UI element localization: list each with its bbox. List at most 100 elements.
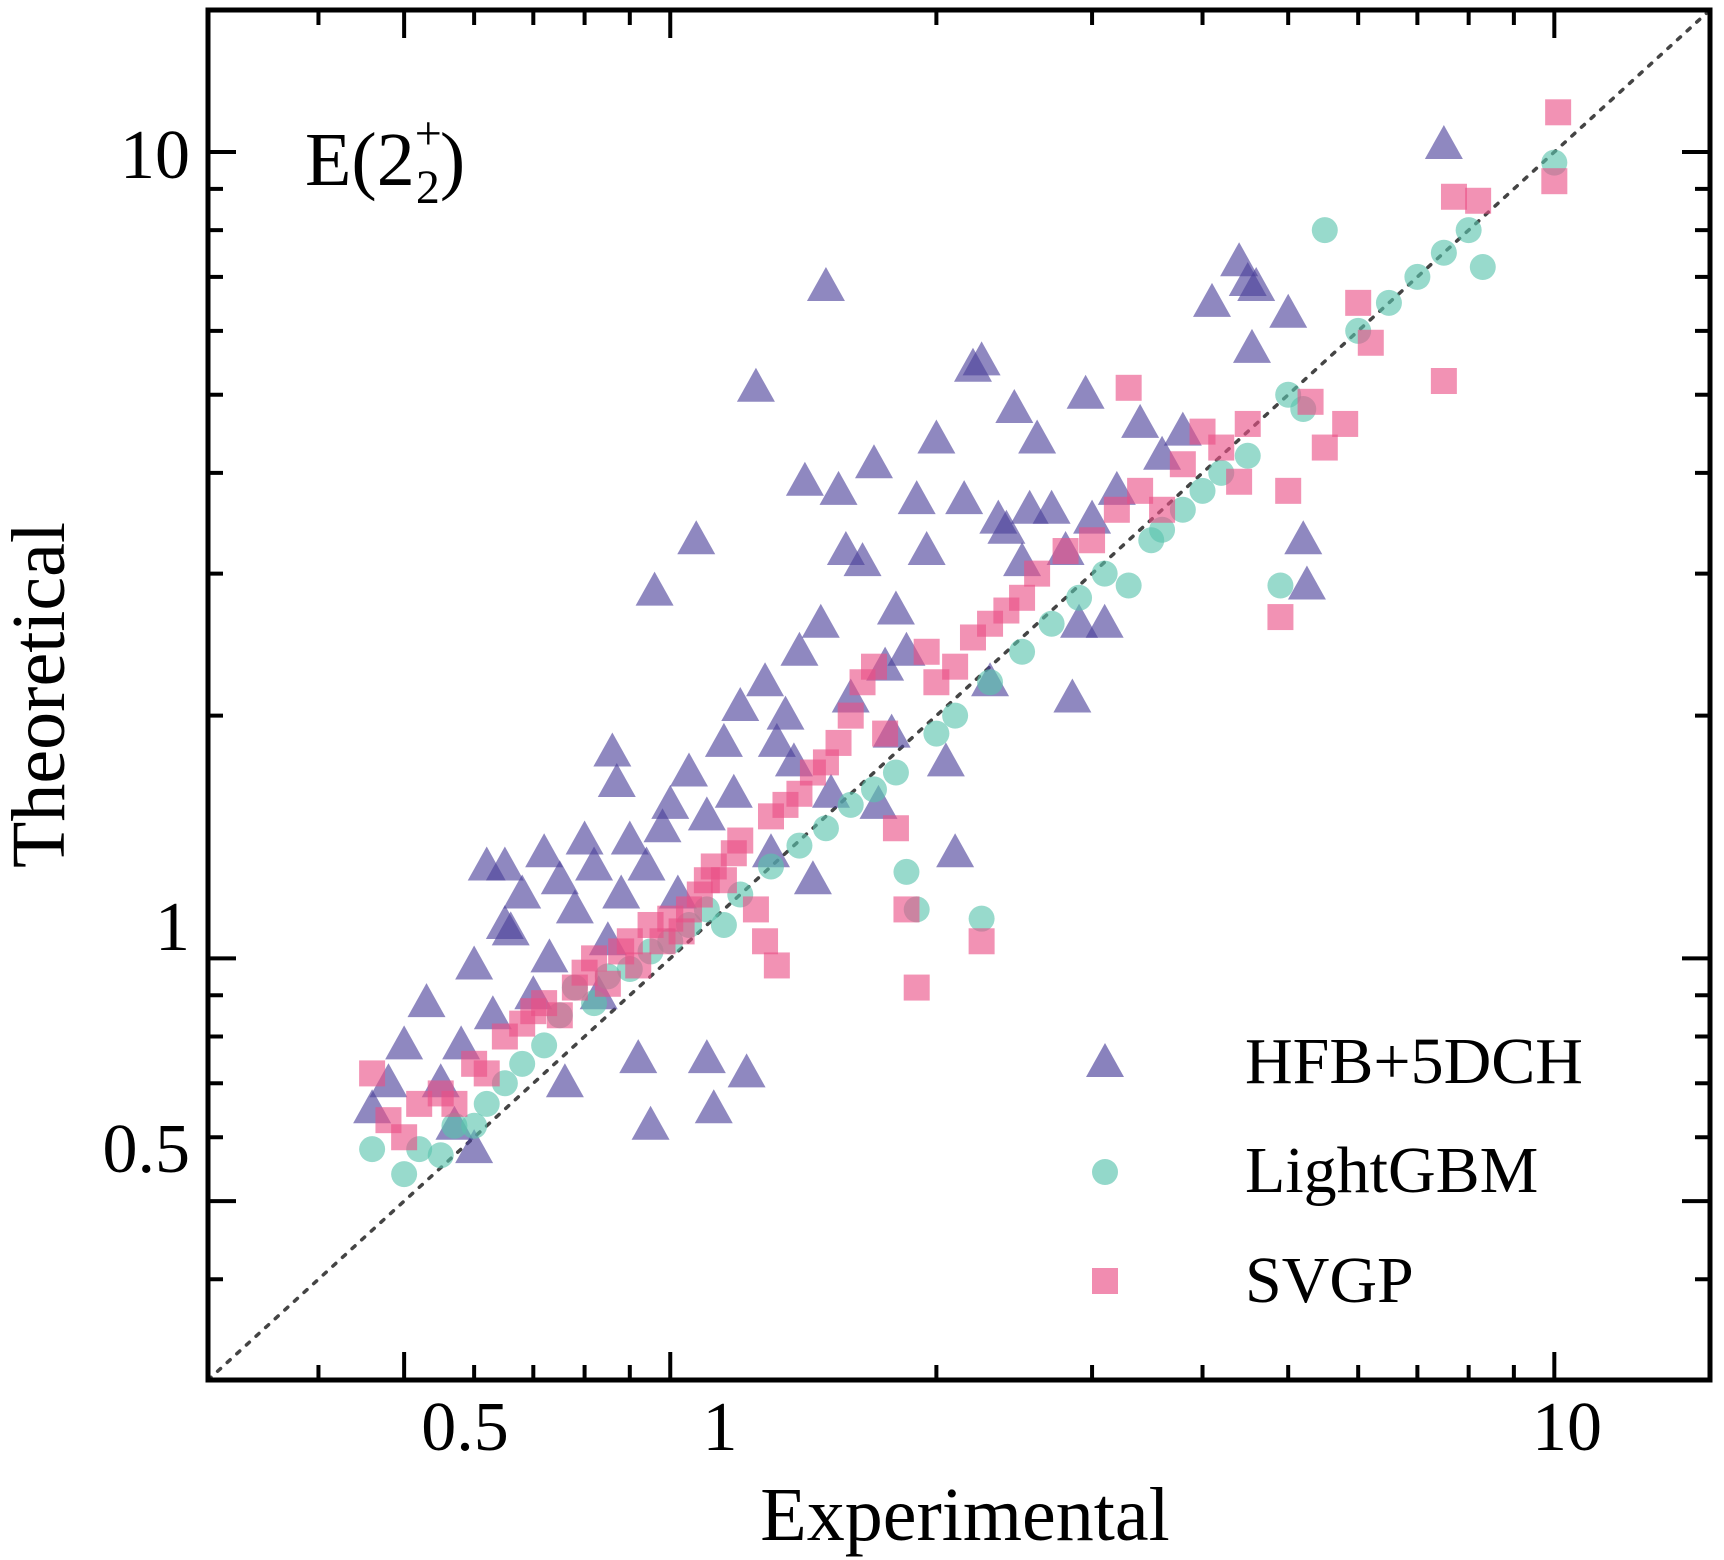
point-svgp-7 xyxy=(473,1060,500,1087)
point-svgp-54 xyxy=(1009,584,1036,611)
point-svgp-43 xyxy=(872,720,899,747)
point-hfb-5dch-55 xyxy=(806,267,845,302)
point-hfb-5dch-45 xyxy=(736,367,775,402)
point-hfb-5dch-101 xyxy=(1424,125,1463,160)
point-lightgbm-41 xyxy=(1189,477,1216,504)
point-hfb-5dch-2 xyxy=(385,1025,424,1060)
point-hfb-5dch-69 xyxy=(917,419,956,454)
point-hfb-5dch-98 xyxy=(1269,293,1308,328)
point-hfb-5dch-17 xyxy=(530,938,569,973)
point-hfb-5dch-81 xyxy=(1018,419,1057,454)
point-lightgbm-6 xyxy=(473,1090,500,1117)
point-svgp-70 xyxy=(1311,434,1338,461)
point-hfb-5dch-68 xyxy=(907,531,946,566)
point-hfb-5dch-3 xyxy=(407,983,446,1018)
point-hfb-5dch-32 xyxy=(635,571,674,606)
point-svgp-45 xyxy=(893,896,920,923)
point-hfb-5dch-20 xyxy=(555,889,594,924)
legend-label-svgp: SVGP xyxy=(1245,1244,1414,1317)
point-lightgbm-49 xyxy=(1375,289,1402,316)
point-lightgbm-30 xyxy=(942,702,969,729)
point-svgp-40 xyxy=(837,702,864,729)
y-tick-label-1: 1 xyxy=(155,889,190,966)
point-hfb-5dch-27 xyxy=(602,874,641,909)
legend-marker-svgp xyxy=(1092,1268,1118,1294)
point-lightgbm-34 xyxy=(1038,610,1065,637)
annotation-subscript: 2 xyxy=(416,161,440,214)
point-lightgbm-43 xyxy=(1234,442,1261,469)
point-lightgbm-37 xyxy=(1115,572,1142,599)
point-svgp-42 xyxy=(860,653,887,680)
point-lightgbm-3 xyxy=(427,1142,454,1169)
point-svgp-15 xyxy=(581,945,608,972)
point-hfb-5dch-71 xyxy=(936,833,975,868)
y-tick-label-0.5: 0.5 xyxy=(103,1111,191,1188)
point-svgp-19 xyxy=(625,952,652,979)
point-hfb-5dch-26 xyxy=(597,762,636,797)
point-svgp-72 xyxy=(1345,289,1372,316)
point-hfb-5dch-29 xyxy=(619,1039,658,1074)
point-hfb-5dch-77 xyxy=(987,509,1026,544)
point-svgp-59 xyxy=(1115,374,1142,401)
point-svgp-74 xyxy=(1430,368,1457,395)
point-svgp-58 xyxy=(1103,496,1130,523)
point-lightgbm-33 xyxy=(1009,638,1036,665)
point-hfb-5dch-30 xyxy=(627,846,666,881)
point-hfb-5dch-10 xyxy=(473,995,512,1030)
point-hfb-5dch-72 xyxy=(945,480,984,515)
point-svgp-67 xyxy=(1267,604,1294,631)
point-lightgbm-26 xyxy=(882,759,909,786)
point-svgp-44 xyxy=(882,815,909,842)
point-hfb-5dch-25 xyxy=(593,732,632,767)
point-hfb-5dch-42 xyxy=(714,773,753,808)
plot-annotation: E(2+ 2) xyxy=(305,107,465,214)
point-svgp-31 xyxy=(742,896,769,923)
y-tick-label-10: 10 xyxy=(120,117,190,194)
point-hfb-5dch-37 xyxy=(677,520,716,555)
point-hfb-5dch-31 xyxy=(631,1105,670,1140)
point-svgp-66 xyxy=(1234,410,1261,437)
point-hfb-5dch-90 xyxy=(1121,403,1160,438)
point-hfb-5dch-33 xyxy=(643,808,682,843)
legend: HFB+5DCH LightGBM SVGP xyxy=(1086,1025,1583,1317)
point-lightgbm-21 xyxy=(757,853,784,880)
point-hfb-5dch-43 xyxy=(721,686,760,721)
point-hfb-5dch-11 xyxy=(485,846,524,881)
point-svgp-78 xyxy=(1545,99,1572,126)
point-hfb-5dch-44 xyxy=(727,1053,766,1088)
point-svgp-16 xyxy=(594,970,621,997)
annotation-close: ) xyxy=(440,118,465,202)
x-axis-label: Experimental xyxy=(760,1473,1169,1557)
legend-marker-lightgbm xyxy=(1092,1159,1118,1185)
point-hfb-5dch-70 xyxy=(926,742,965,777)
point-lightgbm-25 xyxy=(860,776,887,803)
legend-label-lightgbm: LightGBM xyxy=(1245,1134,1538,1207)
x-tick-label-0.5: 0.5 xyxy=(421,1389,509,1466)
point-hfb-5dch-49 xyxy=(766,695,805,730)
point-svgp-55 xyxy=(1024,560,1051,587)
point-lightgbm-50 xyxy=(1404,263,1431,290)
point-lightgbm-52 xyxy=(1455,217,1482,244)
point-svgp-73 xyxy=(1357,329,1384,356)
point-hfb-5dch-60 xyxy=(843,542,882,577)
point-hfb-5dch-87 xyxy=(1073,499,1112,534)
point-hfb-5dch-46 xyxy=(746,662,785,697)
point-hfb-5dch-40 xyxy=(694,1089,733,1124)
point-hfb-5dch-16 xyxy=(525,833,564,868)
point-svgp-30 xyxy=(727,827,754,854)
plot-frame xyxy=(205,7,1713,1383)
point-hfb-5dch-36 xyxy=(669,752,708,787)
point-svgp-47 xyxy=(913,638,940,665)
point-hfb-5dch-52 xyxy=(785,461,824,496)
point-lightgbm-29 xyxy=(923,720,950,747)
point-hfb-5dch-57 xyxy=(819,470,858,505)
x-tick-label-10: 10 xyxy=(1532,1389,1602,1466)
point-svgp-51 xyxy=(968,928,995,955)
y-axis-label: Theoretical xyxy=(0,522,81,868)
point-lightgbm-19 xyxy=(710,911,737,938)
point-hfb-5dch-84 xyxy=(1053,678,1092,713)
point-lightgbm-44 xyxy=(1267,572,1294,599)
point-svgp-65 xyxy=(1226,468,1253,495)
point-svgp-0 xyxy=(359,1060,386,1087)
point-lightgbm-0 xyxy=(359,1136,386,1163)
